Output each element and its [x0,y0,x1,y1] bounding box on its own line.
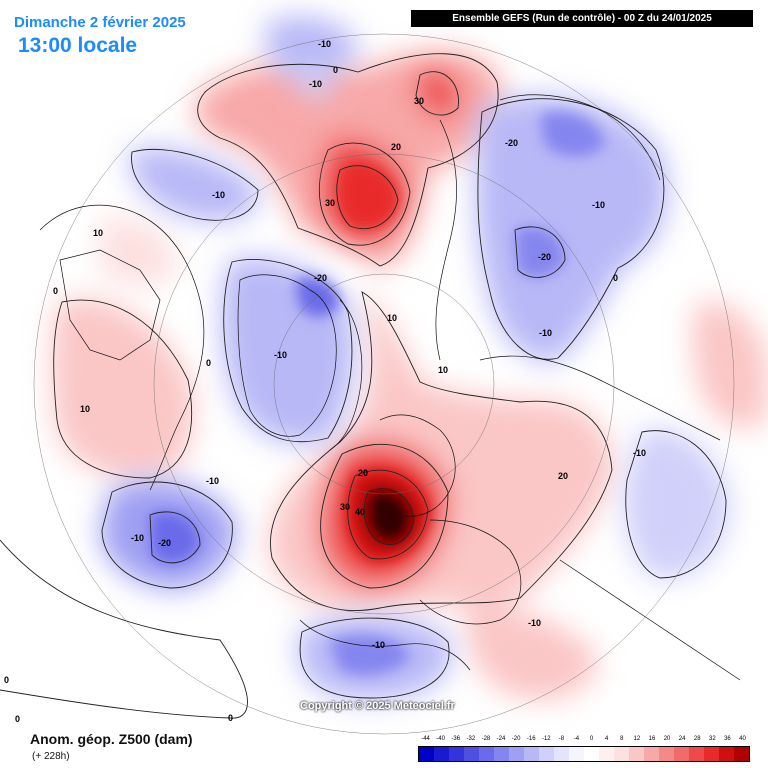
contour-label: 30 [325,198,335,208]
legend-swatch [599,747,614,761]
forecast-time: 13:00 locale [18,34,138,57]
legend-label: 28 [693,736,701,742]
legend-label: -24 [496,736,506,742]
contour-label: 0 [333,65,338,75]
contour-label: -20 [538,252,551,262]
legend-label: 32 [708,736,716,742]
contour-label: 10 [387,313,397,323]
legend-label: -12 [541,736,551,742]
legend-swatch [674,747,689,761]
legend-label: 8 [620,736,624,742]
legend-label: 16 [648,736,656,742]
legend-swatch [419,747,434,761]
contour-label: -10 [206,476,219,486]
legend-label: 4 [605,736,609,742]
contour-label: 0 [15,714,20,724]
legend-swatch [659,747,674,761]
contour-label: 0 [206,358,211,368]
legend-swatch [644,747,659,761]
legend-label: -8 [558,736,565,742]
contour-label: 40 [355,507,365,517]
legend-label: 12 [633,736,641,742]
contour-label: -10 [633,448,646,458]
legend-swatch [719,747,734,761]
contour-label: 20 [558,471,568,481]
contour-label: 0 [4,675,9,685]
legend-swatch [479,747,494,761]
color-legend: -44 -40 -36 -32 -28 -24 -20 -16 -12 -8 -4 0 4 8 12 16 20… [418,736,750,762]
legend-label: -40 [436,736,445,742]
legend-swatch [704,747,719,761]
legend-swatch [524,747,539,761]
legend-colorbar [418,746,750,762]
legend-label: -28 [481,736,491,742]
legend-swatch [539,747,554,761]
contour-label: 30 [340,502,350,512]
negative-anomaly-field [100,16,730,700]
contour-label: -10 [592,200,605,210]
legend-swatch [494,747,509,761]
contour-label: 10 [93,228,103,238]
legend-label: -44 [421,736,430,742]
legend-swatch [509,747,524,761]
contour-lines [0,53,727,719]
contour-label: -10 [318,39,331,49]
legend-labels: -44 -40 -36 -32 -28 -24 -20 -16 -12 -8 -4 0 4 8 12 16 20… [418,736,750,746]
legend-swatch [629,747,644,761]
contour-label: -10 [372,640,385,650]
legend-swatch [554,747,569,761]
contour-label: 20 [391,142,401,152]
forecast-date: Dimanche 2 février 2025 [14,14,186,31]
legend-label: 20 [663,736,671,742]
contour-label: -10 [274,350,287,360]
legend-swatch [449,747,464,761]
legend-label: 36 [724,736,731,742]
variable-title: Anom. géop. Z500 (dam) [30,731,193,747]
legend-swatch [464,747,479,761]
legend-swatch [734,747,749,761]
contour-label: -20 [158,538,171,548]
contour-label: 10 [80,404,90,414]
lead-time: (+ 228h) [32,751,70,762]
legend-swatch [689,747,704,761]
legend-swatch [434,747,449,761]
contour-label: 0 [228,713,233,723]
legend-label: -32 [466,736,476,742]
legend-label: -36 [451,736,461,742]
contour-label: 20 [358,468,368,478]
contour-label: 0 [53,286,58,296]
contour-label: -10 [212,190,225,200]
legend-swatch [614,747,629,761]
legend-label: -20 [511,736,521,742]
legend-swatch [584,747,599,761]
contour-label: -10 [528,618,541,628]
legend-label: 40 [739,736,746,742]
copyright-notice: Copyright © 2025 Meteociel.fr [300,700,455,712]
contour-labels: -10 -10 0 30 20 30 -20 -10 -20 -10 -10 1… [4,39,646,724]
negative-anomaly-core [150,111,605,675]
coastlines [39,94,741,681]
contour-label: -20 [314,273,327,283]
positive-anomaly-core [338,161,430,561]
contour-label: -10 [309,79,322,89]
contour-label: -20 [505,138,518,148]
legend-label: 0 [589,736,594,742]
model-run-banner: Ensemble GEFS (Run de contrôle) - 00 Z d… [411,10,753,27]
legend-label: 24 [678,736,686,742]
contour-label: -10 [539,328,552,338]
contour-label: 10 [438,365,448,375]
contour-label: -10 [131,533,144,543]
legend-label: -4 [573,736,580,742]
contour-label: 0 [613,273,618,283]
legend-swatch [569,747,584,761]
contour-label: 30 [414,96,424,106]
latlon-grid [33,33,735,735]
legend-label: -16 [526,736,536,742]
